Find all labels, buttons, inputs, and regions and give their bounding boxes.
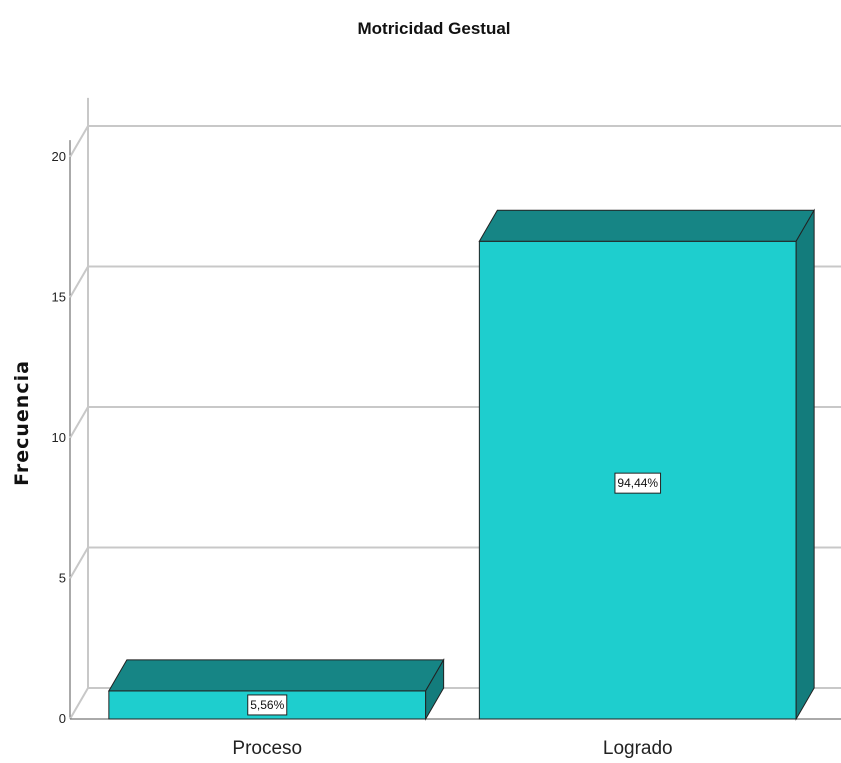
bar-side-logrado xyxy=(795,208,815,721)
x-tick-label: Proceso xyxy=(232,738,302,759)
grid-connector xyxy=(69,546,89,580)
plot-area: 0 5 10 15 20 5,56% Proceso 94,44% Logrado xyxy=(52,97,841,759)
bar-side-proceso xyxy=(425,658,445,721)
data-label: 94,44% xyxy=(617,476,658,490)
grid-connector xyxy=(69,406,89,439)
data-label: 5,56% xyxy=(250,698,284,712)
grid-connector xyxy=(69,265,89,299)
bar-top-logrado xyxy=(478,209,816,242)
y-axis-label: Frecuencia xyxy=(11,360,33,486)
y-tick-label: 0 xyxy=(59,711,66,726)
bar-top-proceso xyxy=(107,659,445,692)
x-tick-label: Logrado xyxy=(603,738,673,759)
y-tick-label: 10 xyxy=(52,430,66,445)
data-label-box xyxy=(247,694,288,716)
y-tick-label: 20 xyxy=(52,149,66,164)
y-tick-label: 15 xyxy=(52,290,66,305)
data-label-box xyxy=(614,472,662,494)
y-tick-label: 5 xyxy=(59,571,66,586)
grid-connector xyxy=(69,125,89,158)
grid-connector xyxy=(69,687,89,720)
chart-title: Motricidad Gestual xyxy=(357,19,510,38)
